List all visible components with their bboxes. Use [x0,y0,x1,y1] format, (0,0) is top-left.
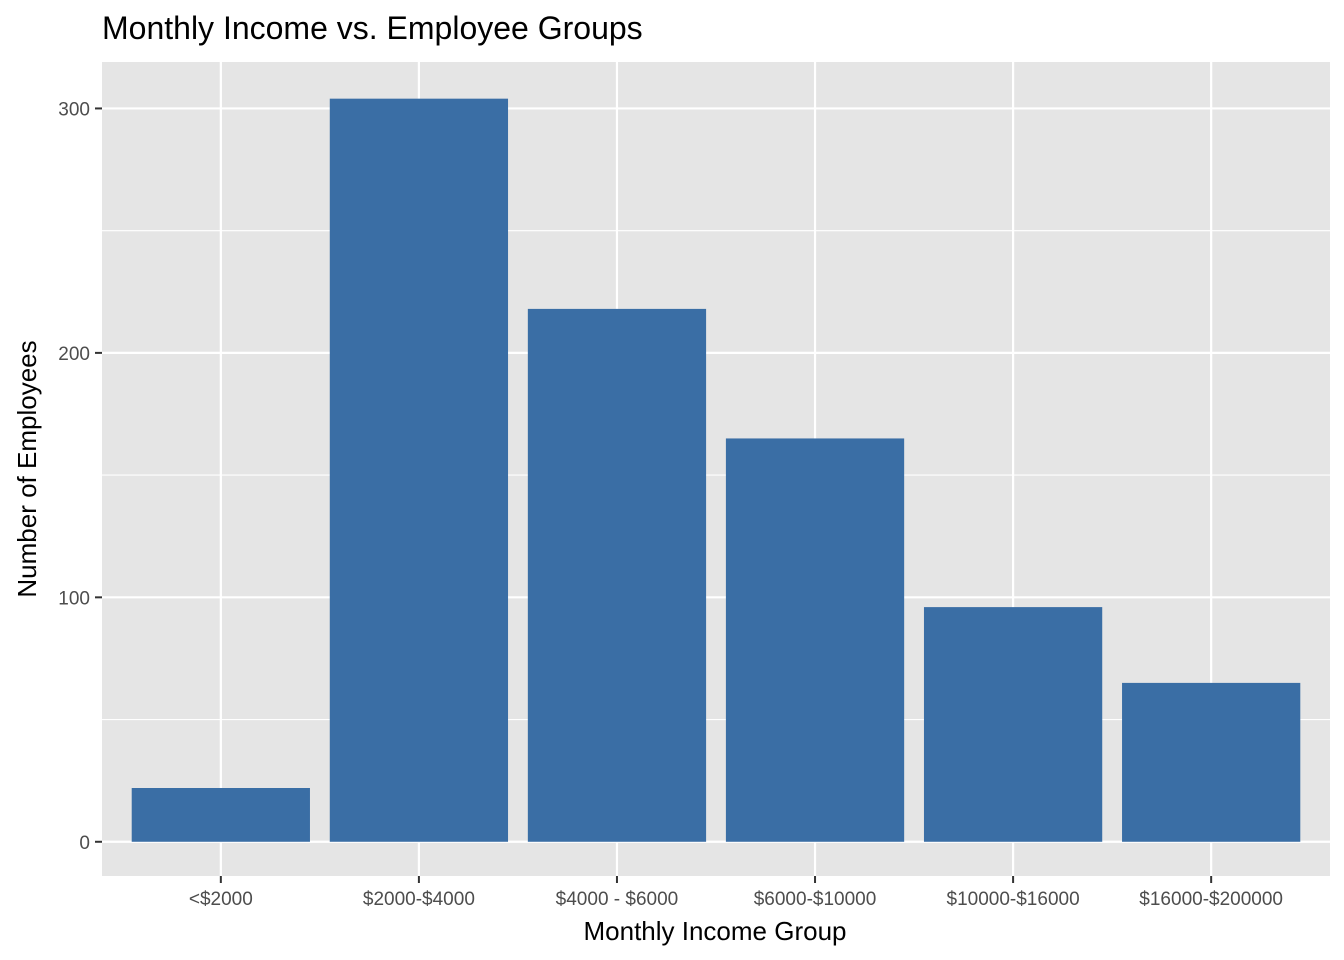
chart-title: Monthly Income vs. Employee Groups [102,10,643,46]
bar [329,98,509,842]
x-tick-label: $16000-$200000 [1139,889,1283,910]
x-axis: <$2000 $2000-$4000 $4000 - $6000 $6000-$100… [189,876,1283,910]
y-axis: 0 100 200 300 [58,99,102,854]
bar [725,438,905,842]
x-tick-label: <$2000 [189,889,253,910]
y-tick-label: 200 [58,344,90,365]
y-tick-label: 0 [79,833,90,854]
bar [131,788,310,842]
x-axis-title: Monthly Income Group [583,916,846,946]
y-axis-title: Number of Employees [12,340,42,597]
y-tick-label: 100 [58,588,90,609]
bar [527,308,707,842]
x-tick-label: $4000 - $6000 [556,889,679,910]
x-tick-label: $10000-$16000 [947,889,1080,910]
x-tick-label: $2000-$4000 [363,889,475,910]
bars [131,98,1301,842]
bar [1122,682,1301,842]
x-tick-label: $6000-$10000 [754,889,877,910]
bar [923,607,1103,842]
y-tick-label: 300 [58,99,90,120]
